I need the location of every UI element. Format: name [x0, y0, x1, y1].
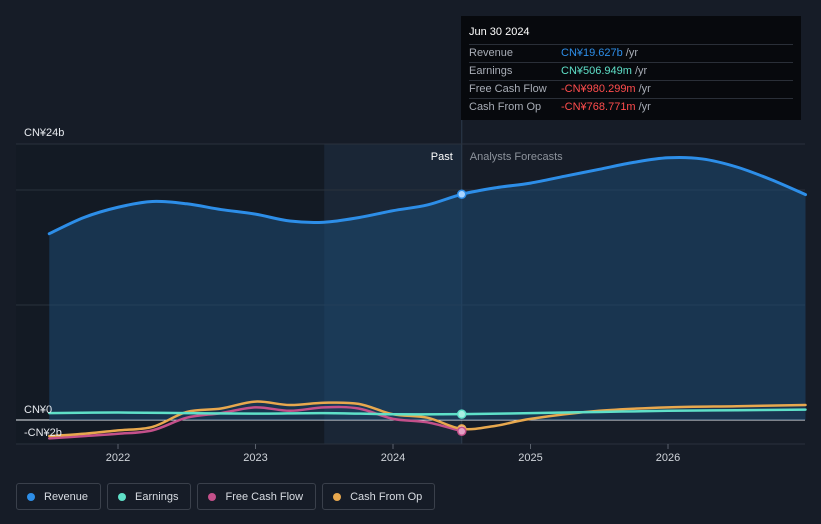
tooltip-date: Jun 30 2024 — [469, 26, 530, 38]
tooltip-value-revenue: CN¥19.627b — [561, 47, 623, 59]
cash-from-op-line — [48, 400, 807, 438]
tooltip-row-revenue: Revenue CN¥19.627b /yr — [469, 44, 793, 62]
x-tick-label: 2022 — [106, 452, 130, 464]
tooltip-row-free-cash-flow: Free Cash Flow -CN¥980.299m /yr — [469, 80, 793, 98]
free-cash-flow-line — [48, 405, 463, 440]
revenue-area — [49, 157, 806, 420]
legend-item-earnings[interactable]: Earnings — [107, 483, 192, 510]
earnings-line — [48, 408, 807, 416]
revenue-dot-icon — [27, 492, 35, 501]
tooltip-value-earnings: CN¥506.949m — [561, 65, 632, 77]
earnings-marker — [457, 409, 467, 419]
legend-label: Cash From Op — [350, 490, 423, 503]
legend-item-revenue[interactable]: Revenue — [16, 483, 102, 510]
y-tick-label: CN¥0 — [24, 404, 52, 416]
earnings-dot-icon — [118, 492, 127, 501]
axis-ticks: 2022 2023 2024 2025 2026 CN¥24b CN¥0 -CN¥2b — [24, 127, 680, 464]
y-tick-label: CN¥24b — [24, 127, 64, 139]
tooltip-label: Free Cash Flow — [469, 83, 547, 95]
series-lines — [47, 156, 807, 440]
free-cash-flow-dot-icon — [208, 492, 217, 501]
highlight-markers — [457, 189, 467, 437]
legend: Revenue Earnings Free Cash Flow Cash Fro… — [16, 483, 436, 510]
tooltip-row-earnings: Earnings CN¥506.949m /yr — [469, 62, 793, 80]
tooltip-value-free-cash-flow: -CN¥980.299m — [561, 83, 636, 95]
x-tick-label: 2023 — [243, 452, 267, 464]
tooltip-label: Revenue — [469, 47, 514, 59]
y-tick-label: -CN¥2b — [24, 427, 62, 439]
tooltip-label: Cash From Op — [469, 101, 542, 113]
revenue-line — [47, 156, 807, 236]
tooltip-unit: /yr — [634, 65, 648, 77]
tooltip-value-cash-from-op: -CN¥768.771m — [561, 101, 636, 113]
tooltip-unit: /yr — [638, 83, 651, 95]
forecast-label: Analysts Forecasts — [470, 151, 563, 163]
legend-label: Earnings — [135, 490, 179, 503]
legend-label: Free Cash Flow — [225, 490, 304, 503]
revenue-marker — [457, 189, 467, 200]
cash-from-op-dot-icon — [333, 492, 342, 501]
tooltip: Jun 30 2024 Revenue CN¥19.627b /yr Earni… — [461, 16, 801, 120]
tooltip-row-cash-from-op: Cash From Op -CN¥768.771m /yr — [469, 98, 793, 116]
tooltip-label: Earnings — [469, 65, 513, 77]
tooltip-unit: /yr — [638, 101, 651, 113]
legend-item-cash-from-op[interactable]: Cash From Op — [322, 483, 436, 510]
x-tick-label: 2025 — [518, 452, 542, 464]
tooltip-unit: /yr — [625, 47, 639, 59]
legend-item-free-cash-flow[interactable]: Free Cash Flow — [197, 483, 317, 510]
past-label: Past — [431, 151, 453, 163]
free-cash-flow-marker — [457, 426, 467, 437]
revenue-area-fill — [49, 157, 806, 420]
x-tick-label: 2024 — [381, 452, 405, 464]
x-tick-label: 2026 — [656, 452, 680, 464]
legend-label: Revenue — [44, 490, 89, 503]
section-labels: Past Analysts Forecasts — [431, 151, 563, 163]
